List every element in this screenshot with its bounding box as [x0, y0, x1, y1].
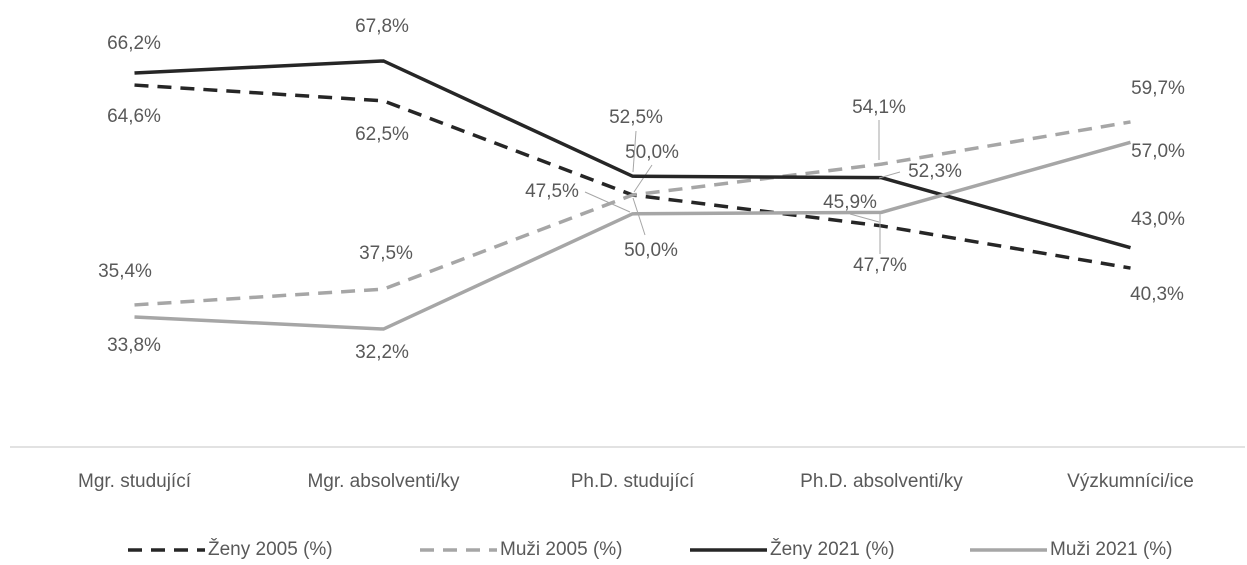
data-label: 62,5% — [355, 124, 409, 145]
data-label: 47,5% — [525, 181, 579, 202]
data-label: 45,9% — [823, 192, 877, 213]
data-label: 47,7% — [853, 255, 907, 276]
data-label: 50,0% — [624, 240, 678, 261]
leader-line — [633, 164, 653, 193]
data-label: 33,8% — [107, 335, 161, 356]
data-label: 64,6% — [107, 106, 161, 127]
series-line — [134, 140, 1131, 331]
data-label: 52,5% — [609, 107, 663, 128]
leader-line — [632, 130, 637, 173]
data-label: 35,4% — [98, 261, 152, 282]
series-line — [134, 59, 1131, 250]
data-label: 32,2% — [355, 342, 409, 363]
leader-line — [632, 197, 646, 236]
data-label: 37,5% — [359, 243, 413, 264]
leader-line — [849, 213, 880, 223]
leader-line — [878, 171, 901, 179]
data-label: 57,0% — [1131, 141, 1185, 162]
legend-label: Muži 2021 (%) — [1050, 539, 1173, 560]
x-tick-label: Ph.D. studující — [571, 471, 695, 492]
legend-label: Muži 2005 (%) — [500, 539, 623, 560]
data-label: 54,1% — [852, 97, 906, 118]
legend-label: Ženy 2005 (%) — [208, 538, 333, 560]
x-tick-label: Mgr. absolventi/ky — [307, 471, 460, 492]
series-line — [134, 120, 1131, 307]
data-label: 59,7% — [1131, 78, 1185, 99]
leader-line — [584, 191, 631, 213]
data-label: 43,0% — [1131, 209, 1185, 230]
x-tick-label: Ph.D. absolventi/ky — [800, 471, 963, 492]
x-tick-label: Mgr. studující — [78, 471, 192, 492]
data-label: 66,2% — [107, 33, 161, 54]
data-label: 40,3% — [1130, 284, 1184, 305]
data-label: 50,0% — [625, 142, 679, 163]
data-label: 52,3% — [908, 161, 962, 182]
legend-label: Ženy 2021 (%) — [770, 538, 895, 560]
x-tick-label: Výzkumníci/ice — [1067, 471, 1194, 492]
data-label: 67,8% — [355, 16, 409, 37]
